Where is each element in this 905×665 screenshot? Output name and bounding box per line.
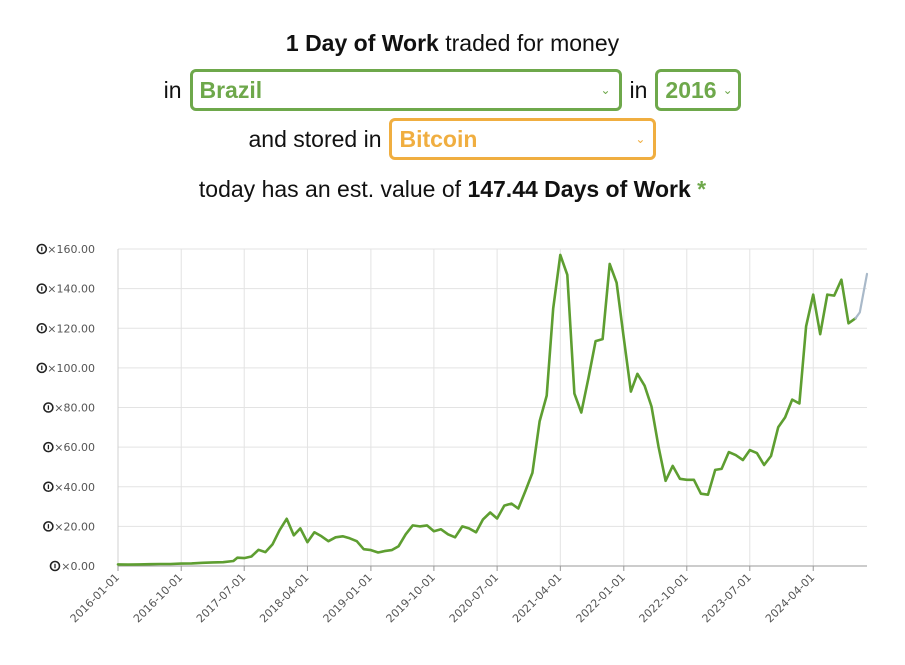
x-tick-label: 2016-10-01 [131,571,185,625]
footnote-asterisk[interactable]: * [697,176,707,202]
chevron-down-icon: ⌄ [722,83,733,97]
in-label-2: in [629,76,648,103]
y-tick-label: ×160.00 [47,243,95,256]
x-tick-label: 2022-10-01 [637,571,691,625]
y-tick-label: ×140.00 [47,283,95,296]
y-tick-label: ×120.00 [47,322,95,335]
x-axis: 2016-01-01 2016-10-01 2017-07-01 2018-04-01… [68,565,867,625]
asset-select-value: Bitcoin [399,125,478,152]
chart-lines [116,253,869,566]
x-tick-label: 2024-04-01 [763,571,817,625]
bitcoin-icon [36,362,48,374]
series-line-projection [854,272,869,320]
y-tick-label: ×40.00 [54,481,95,494]
country-select-value: Brazil [199,76,263,103]
x-tick-label: 2019-01-01 [321,571,375,625]
bitcoin-icon [36,243,48,255]
asset-select[interactable]: Bitcoin ⌄ [389,118,657,160]
x-tick-label: 2022-01-01 [574,571,628,625]
y-axis: ×0.00 ×20.00 ×40.00 ×60.00 ×80.00 ×100.00 ×120… [36,243,119,573]
bitcoin-icon [49,560,61,572]
y-tick-label: ×20.00 [54,520,95,533]
x-tick-label: 2023-07-01 [699,571,753,625]
headline-strong: 1 Day of Work [285,30,439,56]
in-label: in [163,76,182,103]
bitcoin-icon [43,402,54,413]
y-tick-label: ×60.00 [54,441,95,454]
x-tick-label: 2016-01-01 [68,571,122,625]
country-year-row: in Brazil ⌄ in 2016 ⌄ [0,69,905,111]
chevron-down-icon: ⌄ [600,83,611,97]
bitcoin-icon [43,521,54,532]
year-select[interactable]: 2016 ⌄ [655,69,742,111]
stored-label: and stored in [248,125,382,152]
bitcoin-icon [36,322,48,334]
y-tick-label: ×0.00 [61,560,95,573]
y-tick-label: ×100.00 [47,362,95,375]
country-select[interactable]: Brazil ⌄ [189,69,622,111]
chart-grid [117,248,867,567]
bitcoin-icon [43,441,54,453]
series-line-historic [116,253,857,566]
stored-row: and stored in Bitcoin ⌄ [0,118,905,160]
x-tick-label: 2018-04-01 [257,571,311,625]
chevron-down-icon: ⌄ [635,132,646,146]
result-line: today has an est. value of 147.44 Days o… [0,176,905,203]
headline: 1 Day of Work traded for money [0,30,905,57]
x-tick-label: 2017-07-01 [194,571,248,625]
bitcoin-icon [43,481,54,493]
result-value: 147.44 Days of Work [467,176,691,202]
x-tick-label: 2021-04-01 [510,571,564,625]
result-label: today has an est. value of [198,176,468,202]
year-select-value: 2016 [665,76,717,103]
headline-rest: traded for money [438,30,620,56]
bitcoin-icon [36,283,48,294]
x-tick-label: 2020-07-01 [447,571,501,625]
x-tick-label: 2019-10-01 [384,571,438,625]
y-tick-label: ×80.00 [54,402,95,415]
